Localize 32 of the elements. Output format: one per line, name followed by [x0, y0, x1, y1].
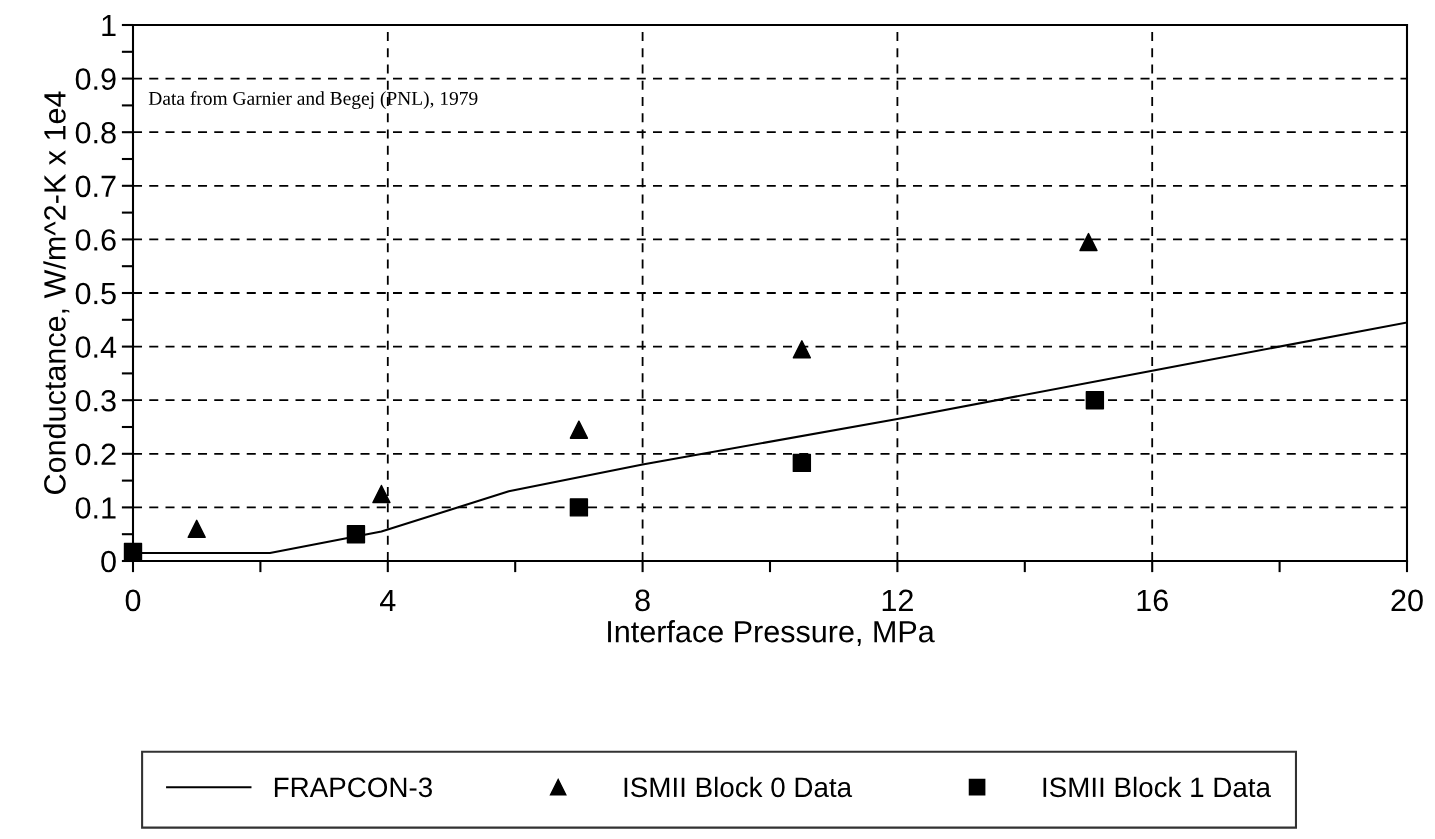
point [372, 484, 391, 504]
y-tick-label: 0.8 [75, 121, 116, 144]
x-tick-label: 20 [1391, 589, 1423, 612]
point [569, 498, 589, 517]
point [187, 519, 206, 539]
y-tick-label: 0.2 [75, 443, 116, 466]
point [346, 524, 366, 544]
point [1079, 232, 1098, 252]
legend-label: ISMII Block 0 Data [624, 776, 853, 798]
point [569, 420, 589, 439]
y-tick-label: 0.4 [75, 336, 117, 358]
point [792, 340, 812, 359]
x-tick-label: 12 [882, 589, 913, 611]
x-tick-label: 16 [1137, 589, 1168, 612]
x-tick-label: 0 [125, 589, 141, 612]
legend-label: FRAPCON-3 [274, 777, 432, 798]
point [1085, 390, 1105, 410]
x-tick-label: 4 [380, 589, 396, 611]
y-axis-title: Conductance, W/m^2-K x 1e4 [43, 91, 70, 494]
y-tick-label: 0.9 [75, 68, 116, 90]
y-tick-label: 0.5 [75, 282, 116, 305]
y-tick-label: 0 [101, 550, 116, 573]
x-tick-label: 8 [635, 589, 650, 612]
y-tick-label: 0.7 [75, 175, 116, 198]
y-tick-label: 0.3 [75, 389, 116, 412]
x-axis-title: Interface Pressure, MPa [608, 620, 935, 647]
legend-label: ISMII Block 1 Data [1043, 776, 1271, 798]
y-tick-label: 1 [102, 15, 116, 37]
point [792, 453, 812, 473]
y-tick-label: 0.6 [75, 229, 116, 251]
y-tick-label: 0.1 [75, 497, 116, 519]
annotation: Data from Garnier and Begej (PNL), 1979 [148, 91, 478, 109]
